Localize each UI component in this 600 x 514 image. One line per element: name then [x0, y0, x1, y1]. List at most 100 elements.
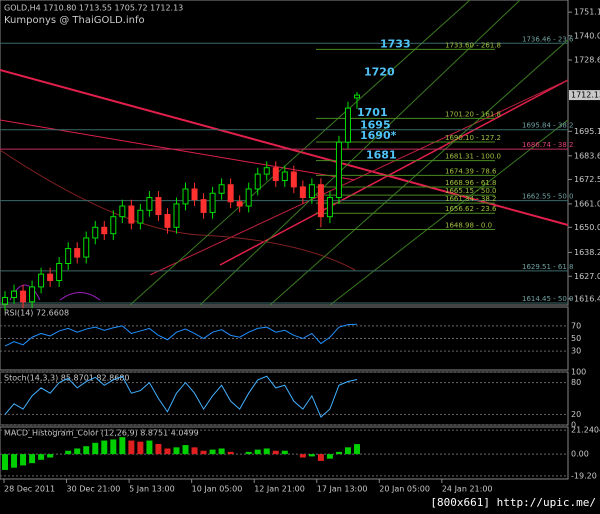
x-tick-label: 12 Jan 21:00: [254, 485, 305, 494]
fib-label: 1648.98 - 0.0: [445, 221, 492, 229]
macd-bar: [29, 454, 36, 464]
fib-label: 1665.15 - 50.0: [445, 187, 497, 195]
macd-bar: [209, 449, 216, 455]
candle-body: [29, 286, 36, 303]
fib-label: 1661.34 - 38.2: [445, 195, 497, 203]
candle-body: [56, 262, 63, 282]
target-label: 1720: [364, 65, 395, 78]
candle-body: [281, 171, 288, 181]
candle-body: [317, 184, 324, 218]
stoch-line: [4, 375, 358, 418]
fib-label: 1656.62 - 23.6: [445, 205, 497, 213]
candle-body: [299, 186, 306, 199]
candle-body: [92, 226, 99, 239]
candle-body: [218, 184, 225, 194]
level-label: -19.20: [571, 471, 597, 480]
level-label: 0: [571, 421, 576, 430]
level-label: 70: [571, 321, 581, 330]
macd-bar: [11, 454, 18, 468]
target-label: 1690*: [360, 129, 397, 142]
current-price-label: 1712.13: [571, 91, 600, 100]
macd-frame: [0, 426, 569, 480]
level-label: 80: [571, 378, 581, 387]
fib-label: 1686.74 - 38.2: [522, 141, 574, 149]
macd-bar: [182, 445, 189, 455]
macd-bar: [245, 451, 252, 455]
macd-bar: [173, 447, 180, 455]
macd-bar: [227, 451, 234, 455]
fib-label: 1629.51 - 61.8: [522, 263, 574, 271]
macd-bar: [155, 443, 162, 455]
macd-bar: [317, 454, 324, 461]
y-tick-label: 1661.00: [574, 199, 600, 208]
macd-bar: [38, 454, 45, 460]
macd-bar: [47, 454, 54, 458]
main-frame: [0, 0, 569, 306]
fib-label: 1674.39 - 78.6: [445, 167, 497, 175]
rsi-title: RSI(14) 72.6608: [4, 309, 69, 318]
macd-bar: [74, 448, 81, 455]
y-tick-label: 1672.50: [574, 175, 600, 184]
level-label: 20: [571, 410, 581, 419]
candle-body: [47, 273, 54, 282]
macd-bar: [281, 450, 288, 455]
candle-body: [272, 167, 279, 181]
candle-body: [335, 141, 342, 199]
level-label: 50: [571, 334, 581, 343]
macd-bar: [254, 449, 261, 455]
y-tick-label: 1751.10: [574, 8, 600, 17]
candle-body: [290, 171, 297, 188]
fib-label: 1701.20 - 161.8: [445, 110, 501, 118]
candle-body: [110, 216, 117, 235]
candle-body: [65, 248, 72, 264]
target-label: 1733: [380, 38, 411, 51]
candle-body: [227, 184, 234, 203]
macd-title: MACD_Histogram_Color (12,26,9) 8.8751 4.…: [4, 429, 199, 438]
macd-bar: [308, 454, 315, 457]
macd-bar: [20, 454, 27, 466]
macd-bar: [65, 450, 72, 455]
fib-label: 1733.60 - 261.8: [445, 41, 501, 49]
candle-body: [236, 201, 243, 207]
x-tick-label: 28 Dec 2011: [4, 485, 55, 494]
level-label: 21.2404: [571, 426, 600, 435]
macd-bar: [146, 440, 153, 455]
candle-body: [155, 197, 162, 216]
chart-title: GOLD,H4 1710.80 1713.55 1705.72 1712.13: [4, 4, 183, 13]
y-tick-label: 1683.60: [574, 151, 600, 160]
macd-bar: [299, 454, 306, 458]
macd-bar: [335, 451, 342, 455]
y-tick-label: 1627.00: [574, 272, 600, 281]
stoch-title: Stoch(14,3,3) 85.8701 82.8680: [4, 374, 130, 383]
candle-body: [164, 214, 171, 228]
target-label: 1681: [366, 148, 397, 161]
macd-bar: [344, 447, 351, 455]
candle-body: [137, 209, 144, 224]
candle-body: [254, 173, 261, 190]
macd-bar: [128, 440, 135, 455]
candle-body: [354, 94, 360, 99]
fib-label: 1690.10 - 127.2: [445, 134, 501, 142]
fib-label: 1662.55 - 50.0: [522, 193, 574, 201]
y-tick-label: 1616.40: [574, 294, 600, 303]
candle-body: [74, 248, 81, 258]
subtitle: Kumponys @ ThaiGOLD.info: [4, 15, 145, 26]
y-tick-label: 1695.10: [574, 127, 600, 136]
x-tick-label: 10 Jan 05:00: [192, 485, 243, 494]
fib-label: 1681.31 - 100.0: [445, 153, 501, 161]
y-tick-label: 1740.00: [574, 31, 600, 40]
macd-bar: [2, 454, 8, 470]
candle-body: [128, 205, 135, 224]
x-tick-label: 5 Jan 13:00: [129, 485, 175, 494]
rsi-line: [4, 323, 358, 347]
candle-body: [20, 290, 27, 303]
macd-bar: [191, 447, 198, 455]
macd-bar: [137, 441, 144, 455]
candle-body: [308, 184, 315, 199]
x-tick-label: 30 Dec 21:00: [67, 485, 121, 494]
candle-body: [119, 205, 126, 218]
trend-lines: [0, 0, 569, 306]
x-tick-label: 24 Jan 21:00: [442, 485, 493, 494]
candle-body: [200, 199, 207, 213]
